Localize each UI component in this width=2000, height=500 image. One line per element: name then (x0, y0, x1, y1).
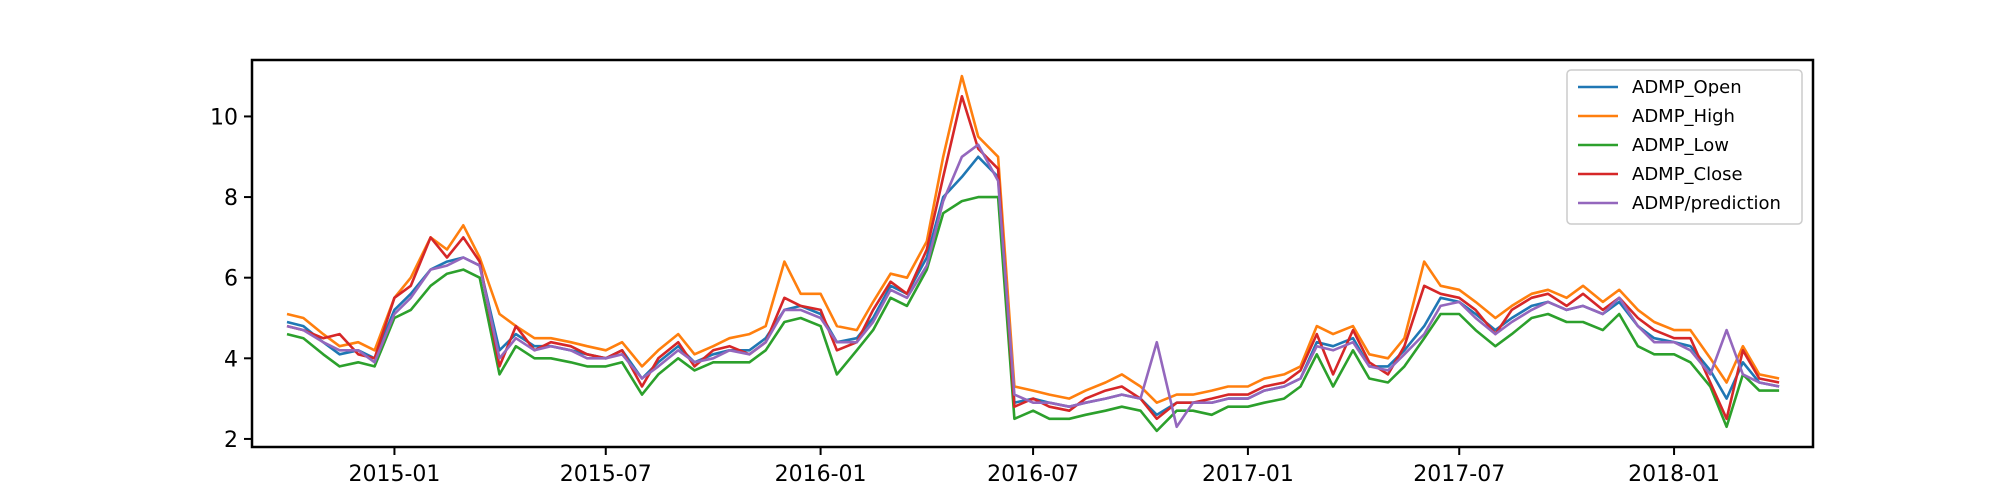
x-tick-label: 2018-01 (1628, 462, 1720, 487)
x-axis: 2015-01 2015-07 2016-01 2016-07 2017-01 2017-… (348, 447, 1720, 487)
x-tick-label: 2015-07 (560, 462, 652, 487)
legend: ADMP_Open ADMP_High ADMP_Low ADMP_Close ADMP… (1566, 69, 1803, 225)
x-tick-label: 2016-01 (775, 462, 867, 487)
y-tick-label: 4 (224, 347, 238, 372)
legend-label-admp-low: ADMP_Low (1632, 135, 1729, 156)
y-tick-label: 10 (210, 105, 238, 130)
x-tick-label: 2016-07 (987, 462, 1079, 487)
x-tick-label: 2017-01 (1202, 462, 1294, 487)
series-line-admp-low (286, 195, 1780, 433)
legend-label-admp-high: ADMP_High (1632, 106, 1735, 127)
series-line-admp-open (286, 155, 1780, 417)
y-axis: 2 4 6 8 10 (210, 105, 252, 453)
series-lines (286, 74, 1780, 433)
y-tick-label: 2 (224, 428, 238, 453)
x-tick-label: 2017-07 (1413, 462, 1505, 487)
series-line-admp-prediction (286, 143, 1780, 429)
legend-label-admp-open: ADMP_Open (1632, 77, 1742, 98)
series-line-admp-high (286, 74, 1780, 404)
legend-items: ADMP_Open ADMP_High ADMP_Low ADMP_Close ADMP… (1578, 77, 1781, 214)
y-tick-label: 6 (224, 267, 238, 292)
y-tick-label: 8 (224, 186, 238, 211)
legend-label-admp-close: ADMP_Close (1632, 164, 1743, 185)
legend-box (1566, 69, 1803, 225)
x-tick-label: 2015-01 (348, 462, 440, 487)
series-line-admp-close (286, 95, 1780, 421)
legend-label-admp-prediction: ADMP/prediction (1632, 193, 1781, 214)
